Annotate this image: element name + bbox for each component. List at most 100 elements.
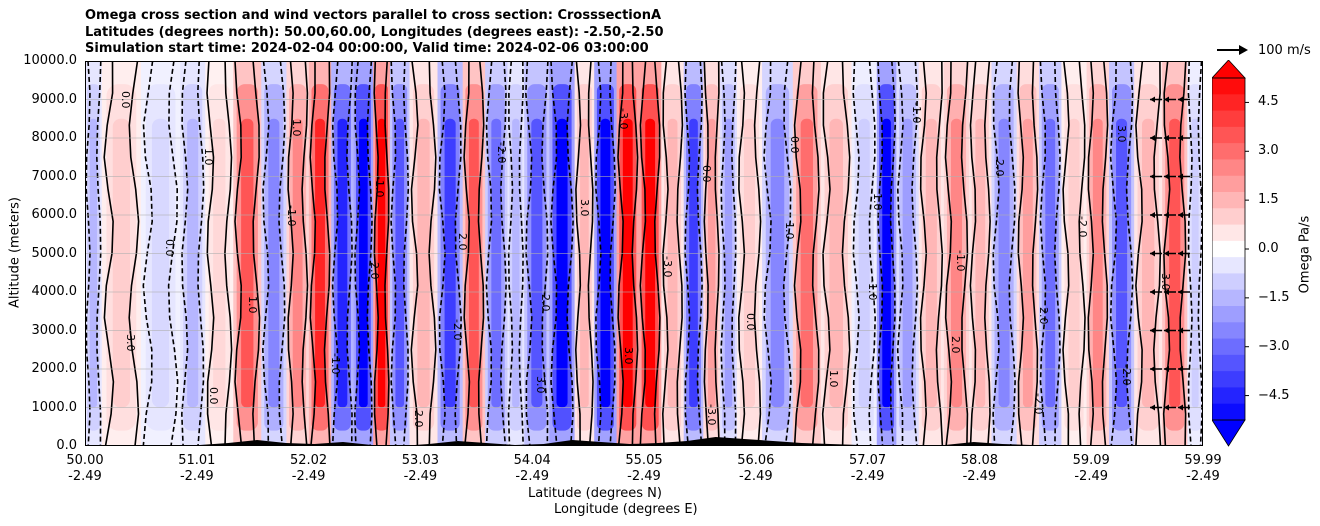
omega-column-core	[337, 118, 348, 408]
omega-column-core	[600, 118, 611, 408]
omega-column-core	[925, 118, 937, 408]
contour-label: 3.0	[1115, 125, 1128, 143]
wind-vector	[1150, 250, 1162, 257]
quiver-key-label: 100 m/s	[1258, 43, 1311, 58]
wind-vector	[1178, 212, 1190, 218]
contour-label: -3.0	[661, 256, 674, 277]
omega-column-core	[315, 118, 325, 408]
omega-column-core	[689, 118, 698, 408]
y-tick-label: 0.0	[56, 438, 77, 453]
contour-label: 3.0	[1159, 273, 1172, 291]
wind-vector-head	[1178, 250, 1183, 257]
x-tick-label: 57.07 -2.49	[828, 453, 908, 485]
contour-label: -2.0	[495, 142, 508, 163]
omega-cross-section-plot: 0.0 1.0 -1.0 2.0 -2.0 3.0 -3.0 0.0 1.0 -1.0 2.0 -2.…	[85, 61, 1203, 446]
colorbar-tick-label: −3.0	[1258, 338, 1290, 354]
wind-vector	[1150, 96, 1162, 103]
x-tick-label: 54.04 -2.49	[492, 453, 572, 485]
omega-column-core	[377, 118, 386, 408]
wind-vector-head	[1178, 96, 1183, 103]
contour-label: -2.0	[451, 319, 464, 340]
omega-column-core	[187, 118, 199, 408]
wind-vector-head	[1150, 250, 1155, 257]
omega-column-core	[998, 118, 1010, 408]
contour-label: -1.0	[285, 205, 298, 226]
wind-vector-head	[1164, 135, 1169, 141]
colorbar-segment	[1212, 338, 1245, 356]
omega-column	[1086, 61, 1110, 446]
omega-column-core	[622, 118, 633, 408]
x-tick-lon: -2.49	[738, 469, 773, 484]
omega-column-core	[531, 118, 543, 408]
wind-vector	[1164, 212, 1176, 218]
contour-label: 2.0	[949, 336, 962, 354]
omega-column-core	[1142, 118, 1155, 408]
omega-column-core	[512, 118, 520, 408]
title-line-1: Omega cross section and wind vectors par…	[85, 8, 662, 23]
omega-column	[140, 61, 181, 446]
contour-label: 2.0	[993, 159, 1006, 177]
x-tick-lat: 53.03	[401, 453, 439, 468]
contour-label: -1.0	[329, 353, 342, 374]
wind-vector-head	[1164, 289, 1169, 295]
x-tick-label: 56.06 -2.49	[716, 453, 796, 485]
wind-vector-head	[1150, 173, 1155, 180]
contour-label: 1.0	[290, 119, 303, 137]
x-tick-lon: -2.49	[291, 469, 326, 484]
omega-column-core	[1191, 118, 1199, 408]
colorbar-segment	[1212, 78, 1245, 95]
wind-vector-head	[1164, 250, 1169, 257]
contour-label: 0.0	[119, 91, 132, 109]
wind-vector-head	[1150, 404, 1155, 411]
x-tick-lat: 57.07	[848, 453, 887, 468]
colorbar-segment	[1212, 192, 1245, 209]
omega-column-core	[1022, 118, 1033, 408]
x-tick-lon: -2.49	[515, 469, 549, 484]
omega-column	[703, 61, 721, 446]
x-axis-title-lon: Longitude (degrees E)	[554, 502, 698, 517]
wind-vector	[1150, 327, 1162, 334]
wind-vector-head	[1178, 366, 1183, 372]
omega-column-core	[858, 118, 870, 408]
x-tick-lon: -2.49	[962, 469, 997, 484]
omega-column-core	[359, 118, 368, 408]
x-tick-lon: -2.49	[850, 469, 885, 484]
colorbar-segment	[1212, 306, 1245, 323]
wind-vector	[1150, 173, 1162, 180]
wind-vector-head	[1164, 96, 1169, 103]
contour-label: 0.0	[163, 239, 176, 257]
omega-column-core	[950, 118, 963, 408]
y-tick-label: 5000.0	[31, 245, 78, 261]
y-tick-label: 3000.0	[31, 322, 78, 338]
wind-vector	[1164, 404, 1176, 411]
wind-vector	[1164, 289, 1176, 295]
colorbar-segment	[1212, 403, 1245, 421]
contour-label: 0.0	[700, 165, 713, 183]
wind-vector	[1150, 366, 1162, 372]
omega-column-core	[292, 118, 303, 408]
omega-column-core	[1045, 118, 1056, 408]
x-tick-lon: -2.49	[68, 469, 102, 484]
x-tick-lon: -2.49	[1186, 469, 1220, 484]
x-axis-title-lat: Latitude (degrees N)	[528, 486, 662, 501]
colorbar-segment	[1212, 110, 1245, 128]
wind-vector	[1164, 250, 1176, 257]
contour-label: -2.0	[1076, 216, 1089, 237]
wind-vector	[1178, 173, 1190, 180]
wind-vector	[1178, 96, 1190, 103]
x-tick-lat: 56.06	[737, 453, 775, 468]
colorbar-segment	[1212, 94, 1245, 112]
x-tick-label: 55.05 -2.49	[604, 453, 684, 485]
wind-vector-head	[1150, 135, 1155, 141]
contour-label: -2.0	[539, 290, 552, 311]
wind-vector-head	[1150, 212, 1155, 218]
contour-label: -2.0	[1120, 364, 1133, 385]
omega-column-core	[770, 118, 785, 408]
omega-column-core	[724, 118, 733, 408]
omega-column-core	[882, 118, 891, 408]
wind-vector-head	[1164, 404, 1169, 411]
colorbar-extend-bottom	[1212, 419, 1246, 447]
omega-column-core	[975, 118, 986, 408]
x-tick-lon: -2.49	[179, 469, 214, 484]
wind-vector-head	[1150, 366, 1155, 372]
